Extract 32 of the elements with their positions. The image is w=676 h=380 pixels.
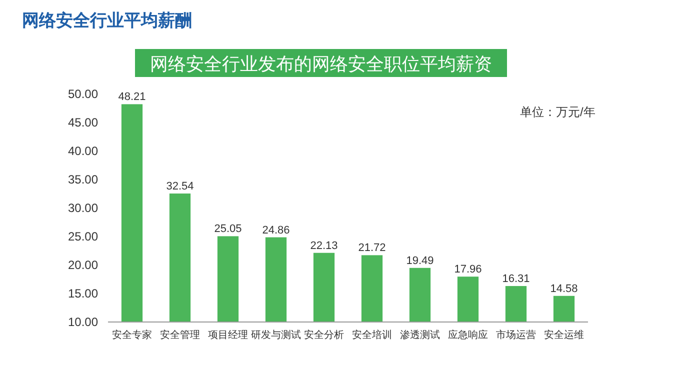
x-tick-label: 安全分析 — [304, 329, 344, 341]
x-tick-label: 安全管理 — [160, 329, 200, 341]
data-label: 17.96 — [454, 264, 482, 276]
x-tick-label: 市场运营 — [496, 329, 536, 341]
chart-subtitle: 网络安全行业发布的网络安全职位平均薪资 — [150, 54, 492, 74]
annotation: 单位：万元/年 — [520, 105, 596, 119]
x-tick-label: 安全运维 — [544, 329, 584, 341]
x-tick-label: 渗透测试 — [400, 329, 440, 341]
x-tick-label: 安全培训 — [352, 329, 392, 341]
y-tick-label: 10.00 — [68, 315, 98, 329]
y-tick-label: 20.00 — [68, 258, 98, 272]
x-tick-label: 研发与测试 — [251, 329, 301, 341]
data-label: 19.49 — [406, 254, 434, 267]
y-tick-label: 25.00 — [68, 230, 98, 244]
y-tick-label: 45.00 — [68, 116, 98, 130]
data-label: 25.05 — [214, 223, 242, 236]
x-tick-label: 应急响应 — [448, 329, 488, 341]
y-tick-label: 15.00 — [68, 286, 98, 300]
chart-title: 网络安全行业平均薪酬 — [22, 11, 192, 30]
data-label: 16.31 — [502, 273, 530, 286]
data-label: 14.58 — [550, 282, 578, 295]
y-tick-label: 30.00 — [68, 201, 98, 215]
x-tick-label: 安全专家 — [112, 329, 152, 341]
x-tick-label: 项目经理 — [208, 329, 248, 341]
data-label: 22.13 — [310, 240, 338, 252]
data-label: 48.21 — [118, 91, 146, 104]
y-tick-label: 40.00 — [68, 144, 98, 158]
y-tick-label: 35.00 — [68, 172, 98, 186]
y-tick-label: 50.00 — [68, 87, 98, 101]
data-label: 24.86 — [262, 224, 290, 236]
data-label: 21.72 — [358, 242, 386, 254]
data-label: 32.54 — [166, 180, 194, 193]
